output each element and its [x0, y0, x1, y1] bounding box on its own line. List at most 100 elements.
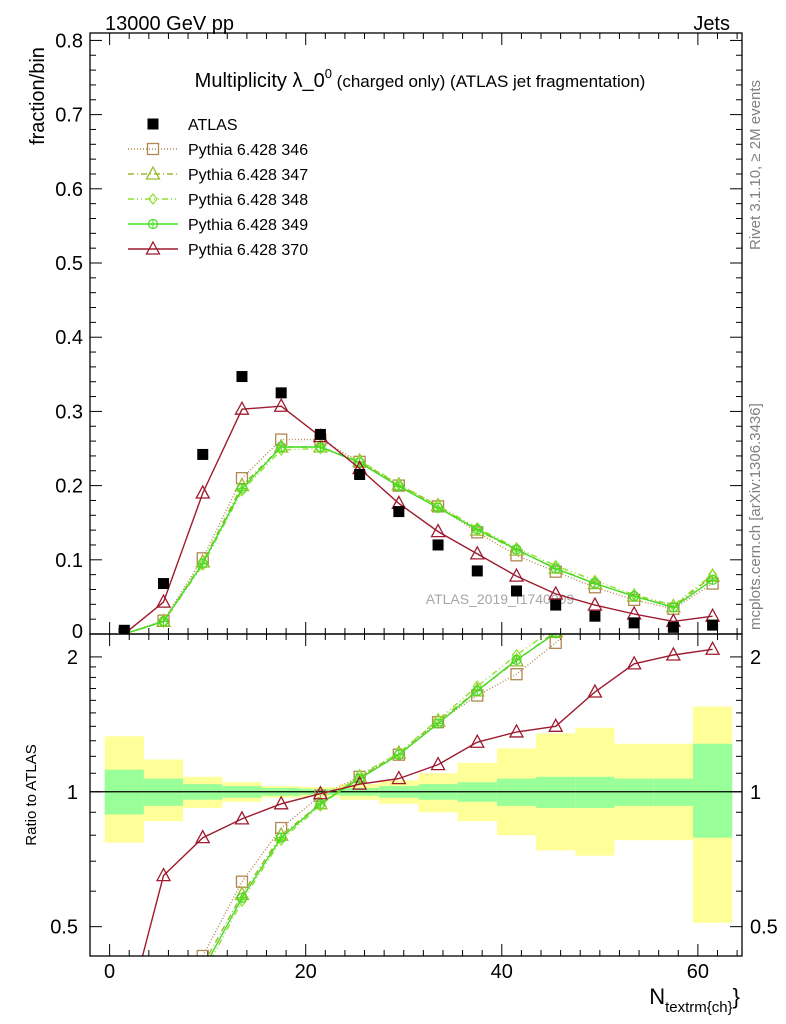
legend-pythia-6-428-348-marker — [148, 193, 158, 205]
legend-pythia-6-428-349-label: Pythia 6.428 349 — [188, 217, 308, 234]
ratio-pythia-6-428-349-marker-cross — [237, 893, 247, 903]
main-y-ticks: 0 0.1 0.2 0.3 0.4 0.5 0.6 0.7 0.8 — [55, 30, 742, 643]
series-pythia-6-428-370-marker — [508, 567, 525, 582]
legend-pythia-6-428-347-label: Pythia 6.428 347 — [188, 167, 308, 184]
x-axis-label: Ntextrm{ch}} — [649, 984, 740, 1016]
series-atlas-marker — [667, 621, 679, 633]
series-pythia-6-428-370-marker — [587, 596, 603, 611]
x-tick-label: 0 — [104, 961, 115, 983]
series-pythia-6-428-370-marker — [273, 397, 289, 412]
series-atlas-marker — [432, 539, 444, 551]
series-pythia-6-428-370-marker — [548, 585, 564, 600]
ratio-pythia-6-428-370-marker — [155, 867, 172, 882]
series-pythia-6-428-349-marker-cross — [472, 524, 482, 534]
ratio-pythia-6-428-348-marker — [276, 834, 286, 847]
main-ylabel: fraction/bin — [27, 47, 49, 145]
legend-atlas-marker — [147, 118, 159, 130]
ratio-pythia-6-428-349-marker-cross — [394, 750, 404, 760]
header-right-label: Jets — [693, 13, 730, 35]
main-y-tick-label: 0.4 — [55, 327, 83, 349]
series-atlas-marker — [236, 371, 248, 383]
ratio-pythia-6-428-346-marker — [392, 748, 405, 761]
series-pythia-6-428-370-marker — [234, 400, 250, 415]
x-ticks: 0 20 40 60 — [89, 33, 738, 983]
main-series — [118, 371, 721, 634]
series-atlas-marker — [510, 585, 522, 597]
ratio-pythia-6-428-346-marker — [196, 949, 209, 956]
ratio-pythia-6-428-370-marker — [195, 829, 211, 844]
ratio-pythia-6-428-370-marker — [665, 646, 681, 661]
ratio-pythia-6-428-370-marker — [704, 640, 721, 655]
series-atlas-marker — [314, 428, 326, 440]
series-atlas-marker — [707, 619, 719, 631]
legend-pythia-6-428-370-marker — [145, 240, 161, 255]
ratio-pythia-6-428-370-marker — [626, 655, 642, 670]
series-pythia-6-428-348-line — [124, 447, 714, 634]
ratio-ylabel: Ratio to ATLAS — [23, 744, 40, 845]
series-pythia-6-428-349-marker-cross — [159, 616, 169, 626]
legend-pythia-6-428-347-marker — [145, 165, 161, 180]
ratio-pythia-6-428-370-marker — [469, 733, 485, 748]
series-pythia-6-428-348-marker — [276, 444, 286, 456]
series-pythia-6-428-349-marker-cross — [551, 564, 561, 574]
ratio-pythia-6-428-370-marker — [548, 717, 564, 732]
ratio-pythia-6-428-349-marker-cross — [555, 634, 557, 638]
ratio-pythia-6-428-370-marker — [508, 723, 525, 738]
ratio-pythia-6-428-370-marker — [391, 770, 407, 785]
x-tick-label: 20 — [295, 961, 317, 983]
legend: ATLAS Pythia 6.428 346 Pythia 6.428 347 Pyt… — [128, 117, 308, 259]
ratio-frame-border — [89, 633, 743, 957]
main-panel — [118, 371, 721, 634]
ratio-y-tick-label: 1 — [67, 782, 78, 804]
series-pythia-6-428-370-marker — [195, 484, 211, 499]
ratio-pythia-6-428-370-marker — [352, 775, 368, 790]
legend-pythia-6-428-349-marker-cross — [148, 219, 158, 229]
series-pythia-6-428-349-marker-cross — [394, 481, 404, 491]
series-atlas-marker — [118, 624, 130, 634]
series-pythia-6-428-349-marker-cross — [315, 442, 325, 452]
ratio-y-tick-label: 0.5 — [50, 917, 78, 939]
series-atlas-marker — [589, 610, 601, 622]
main-y-tick-label: 0.3 — [55, 401, 83, 423]
series-pythia-6-428-349-marker-cross — [433, 503, 443, 513]
series-pythia-6-428-348-marker — [237, 484, 247, 497]
ratio-pythia-6-428-370-marker — [430, 756, 446, 771]
series-pythia-6-428-349-marker-cross — [629, 591, 639, 601]
ratio-pythia-6-428-349-line — [209, 634, 556, 956]
ratio-panel: 0.5 0.5 1 1 2 2 — [50, 633, 778, 957]
ratio-bands — [104, 706, 733, 923]
legend-pythia-6-428-348-label: Pythia 6.428 348 — [188, 192, 308, 209]
series-atlas-marker — [158, 578, 170, 590]
series-atlas-marker — [550, 599, 562, 611]
main-title: Multiplicity λ_00 (charged only) (ATLAS … — [195, 66, 646, 92]
series-pythia-6-428-349-marker-cross — [590, 579, 600, 589]
ratio-y-tick-label-right: 2 — [750, 647, 761, 669]
series-pythia-6-428-349-marker-cross — [511, 544, 521, 554]
ratio-pythia-6-428-370-marker — [273, 795, 289, 810]
header-left-label: 13000 GeV pp — [105, 13, 234, 35]
series-pythia-6-428-349-marker-cross — [237, 484, 247, 494]
ratio-pythia-6-428-349-marker-cross — [433, 719, 443, 729]
main-y-tick-label: 0.1 — [55, 550, 83, 572]
series-pythia-6-428-349-marker-cross — [668, 602, 678, 612]
series-pythia-6-428-349-line — [124, 446, 714, 634]
main-y-tick-label: 0.8 — [55, 30, 83, 52]
ratio-pythia-6-428-349-marker-cross — [472, 686, 482, 696]
series-pythia-6-428-346-line — [124, 438, 713, 634]
main-y-tick-label: 0 — [72, 621, 83, 643]
x-tick-label: 40 — [491, 961, 513, 983]
ratio-pythia-6-428-348-marker — [237, 895, 247, 908]
series-atlas-marker — [628, 617, 640, 629]
main-y-tick-label: 0.2 — [55, 476, 83, 498]
analysis-watermark: ATLAS_2019_I1740909 — [426, 591, 575, 607]
main-y-tick-label: 0.7 — [55, 105, 83, 127]
series-atlas-marker — [393, 506, 405, 518]
ratio-pythia-6-428-349-marker-cross — [315, 799, 325, 809]
ratio-series — [141, 634, 721, 956]
legend-pythia-6-428-370-label: Pythia 6.428 370 — [188, 242, 308, 259]
ratio-y-tick-label-right: 0.5 — [750, 917, 778, 939]
ratio-y-ticks: 0.5 0.5 1 1 2 2 — [50, 647, 778, 939]
legend-atlas-label: ATLAS — [188, 117, 238, 134]
